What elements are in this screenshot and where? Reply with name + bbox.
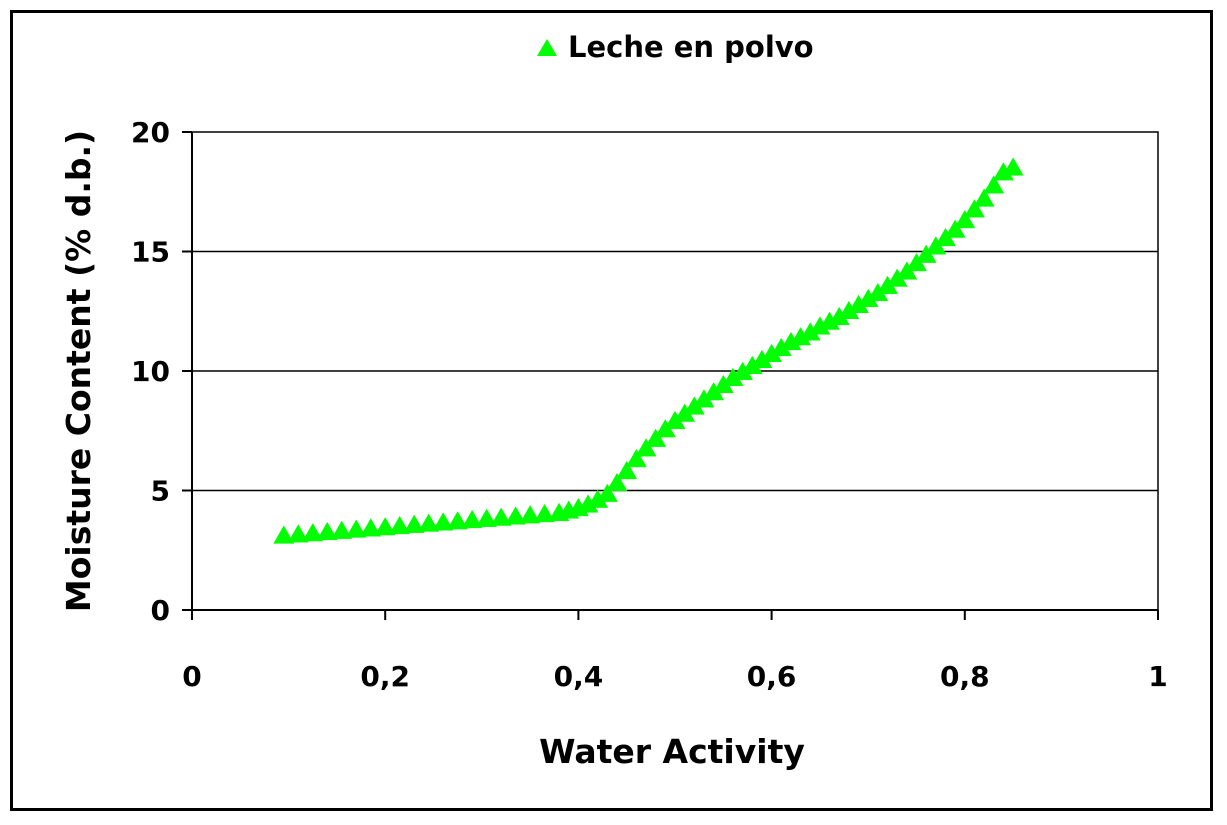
data-point	[954, 209, 976, 229]
y-tick-label: 15	[131, 236, 170, 269]
y-axis-ticks: 0 5 10 15 20	[131, 116, 192, 627]
x-tick-label: 0	[182, 660, 201, 693]
x-tick-label: 0,6	[747, 660, 797, 693]
y-axis-title: Moisture Content (% d.b.)	[59, 130, 98, 612]
y-tick-label: 5	[151, 475, 170, 508]
chart-frame	[10, 10, 1213, 811]
data-point	[645, 428, 667, 447]
y-tick-label: 20	[131, 116, 170, 149]
y-tick-label: 0	[151, 594, 170, 627]
data-point	[447, 511, 469, 530]
data-point	[432, 512, 454, 531]
data-point	[964, 199, 985, 218]
data-point	[1002, 157, 1024, 176]
data-point	[505, 506, 527, 525]
data-point	[635, 438, 657, 457]
data-point	[418, 513, 440, 532]
legend: Leche en polvo	[537, 30, 814, 64]
data-point	[606, 472, 628, 492]
data-point	[625, 448, 647, 468]
data-point	[944, 219, 966, 238]
data-point	[403, 514, 425, 533]
data-point	[360, 518, 382, 537]
x-axis-title: Water Activity	[539, 732, 805, 771]
data-point	[273, 525, 295, 544]
data-point	[316, 521, 338, 541]
data-point	[490, 507, 512, 526]
x-tick-label: 0,4	[554, 660, 604, 693]
data-point	[374, 517, 396, 536]
data-point	[983, 175, 1005, 194]
data-point	[287, 524, 309, 543]
data-point	[389, 515, 411, 535]
data-point	[345, 519, 367, 538]
data-point	[616, 460, 638, 480]
data-point	[302, 523, 324, 542]
data-point	[973, 188, 995, 207]
series-leche-en-polvo	[273, 157, 1024, 544]
gridlines	[192, 250, 1158, 492]
data-point	[331, 520, 353, 539]
x-tick-label: 0,2	[360, 660, 410, 693]
legend-marker-triangle	[537, 39, 557, 56]
y-tick-label: 10	[131, 355, 170, 388]
x-axis-ticks: 0 0,2 0,4 0,6 0,8 1	[182, 610, 1168, 693]
data-point	[519, 505, 541, 524]
x-tick-label: 0,8	[940, 660, 990, 693]
legend-label: Leche en polvo	[568, 30, 814, 64]
data-point	[476, 508, 498, 527]
data-point	[534, 503, 556, 523]
x-tick-label: 1	[1148, 660, 1167, 693]
data-point	[461, 509, 483, 529]
data-point	[596, 483, 618, 502]
